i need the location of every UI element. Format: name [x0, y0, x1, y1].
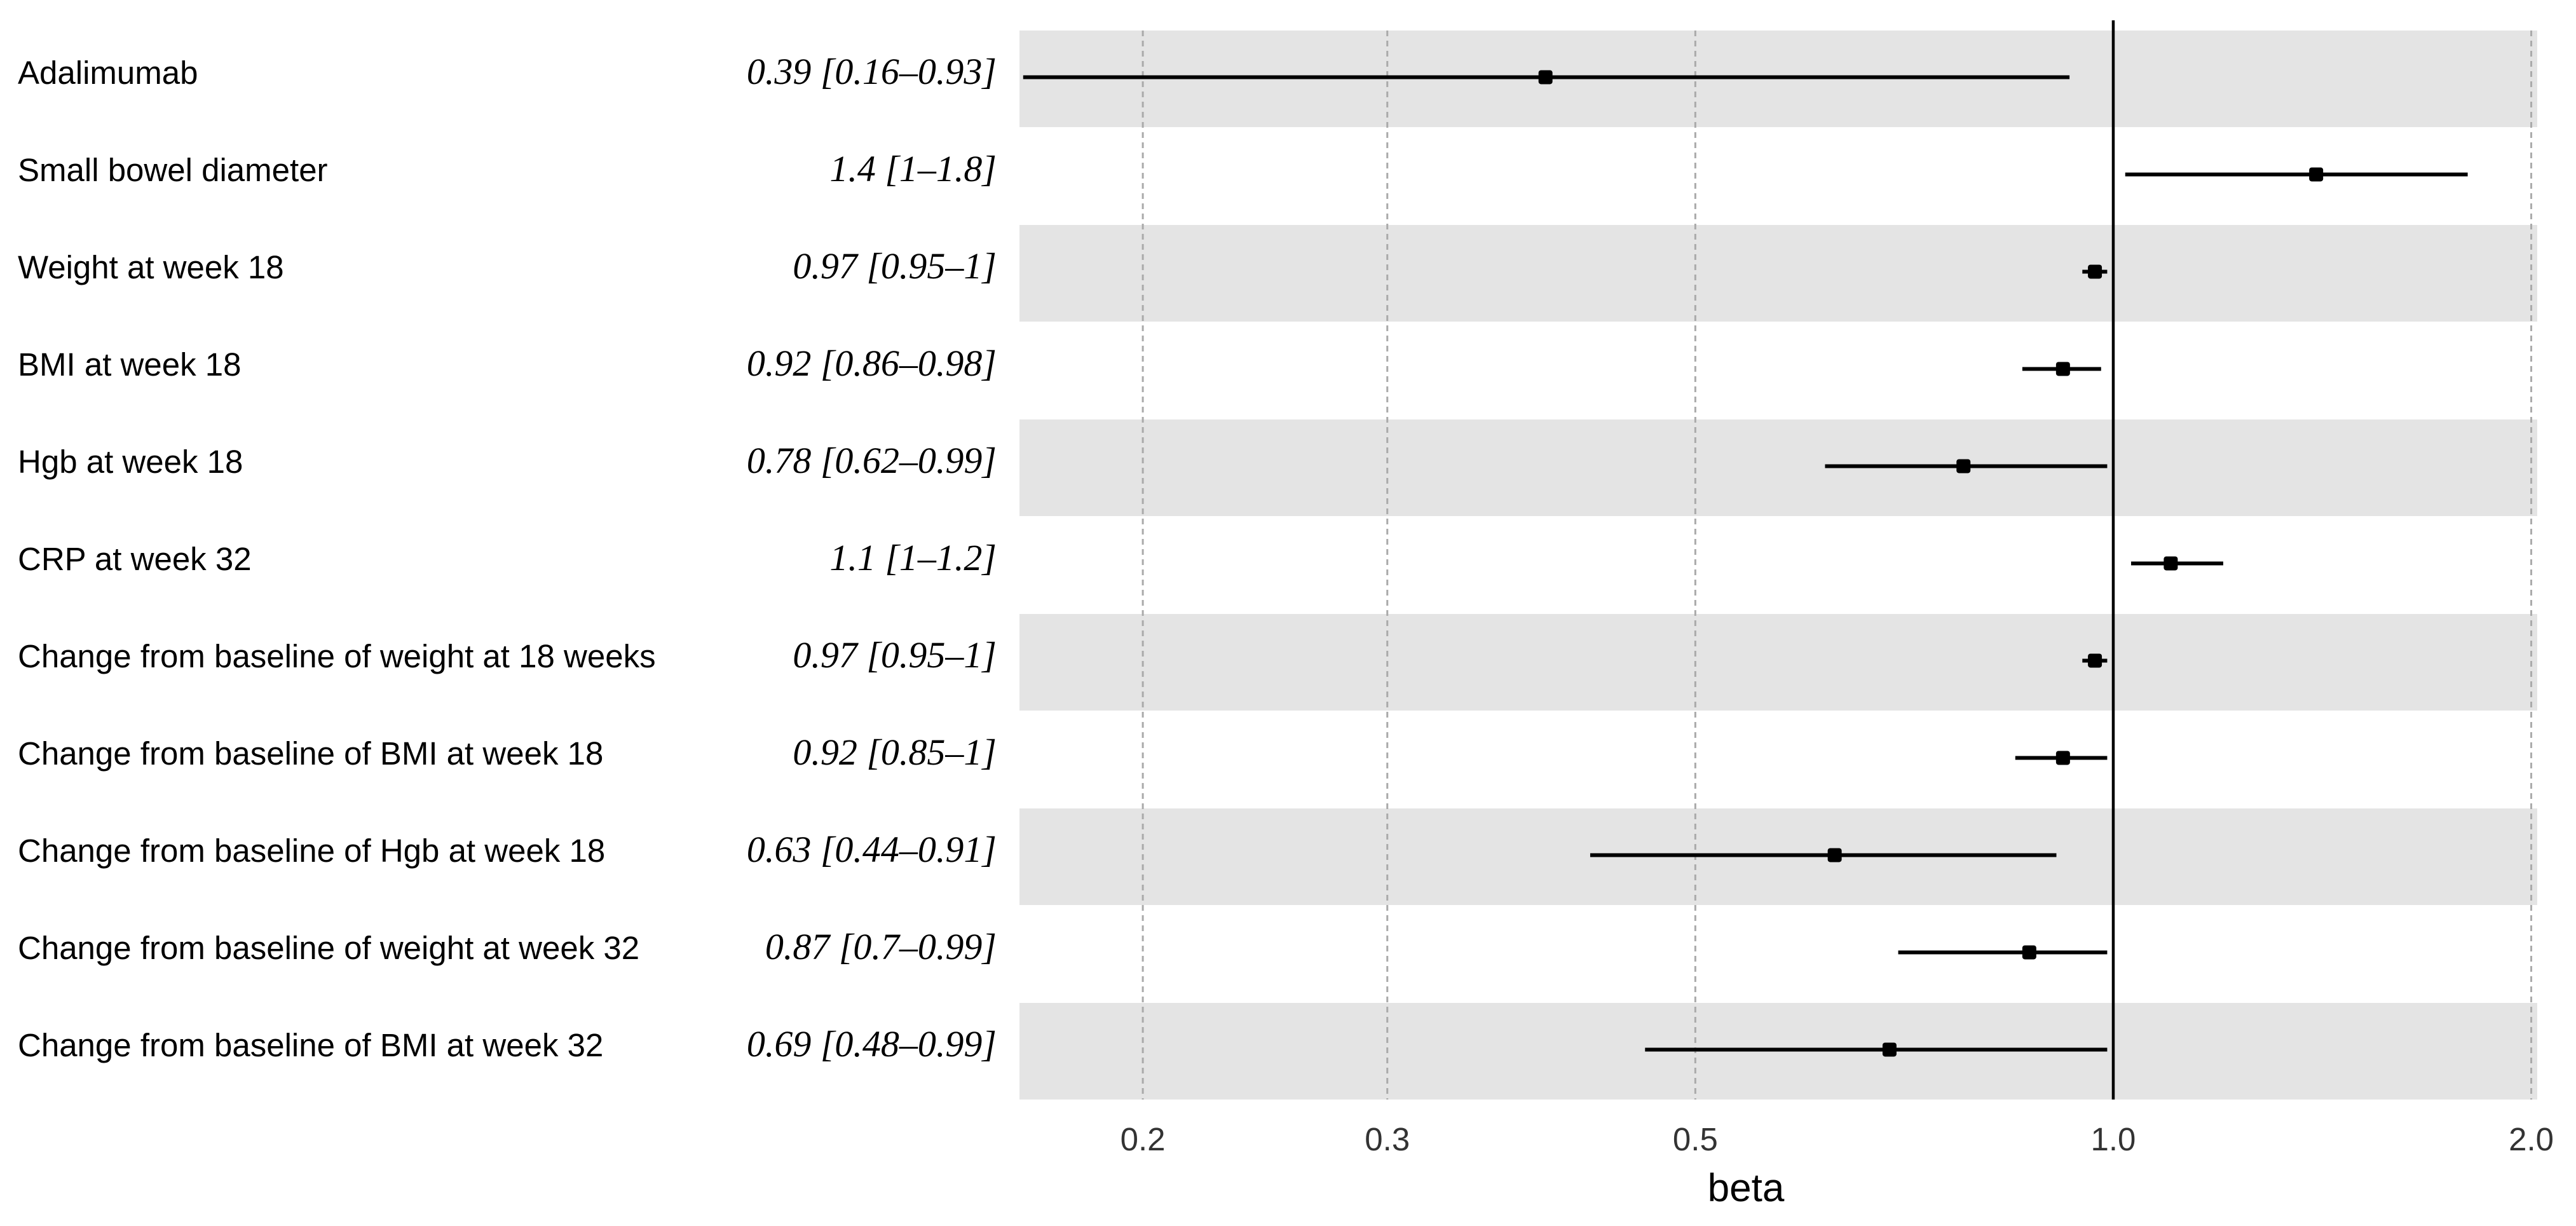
point-estimate — [2164, 556, 2178, 571]
estimate-labels: 0.39 [0.16–0.93] 1.4 [1–1.8] 0.97 [0.95–1]… — [747, 51, 997, 1065]
row-label: Change from baseline of weight at week 3… — [18, 930, 639, 966]
row-band — [1019, 419, 2537, 516]
x-tick-label: 0.3 — [1365, 1121, 1410, 1157]
point-estimate — [1827, 848, 1842, 862]
estimate-label: 0.39 [0.16–0.93] — [747, 51, 997, 92]
row-label: Change from baseline of Hgb at week 18 — [18, 833, 605, 869]
row-label: BMI at week 18 — [18, 346, 242, 383]
row-labels: Adalimumab Small bowel diameter Weight at … — [18, 55, 656, 1063]
row-label: Small bowel diameter — [18, 152, 328, 188]
row-label: Adalimumab — [18, 55, 198, 91]
x-axis-title: beta — [1708, 1166, 1785, 1210]
estimate-label: 0.92 [0.86–0.98] — [747, 343, 997, 384]
row-band — [1019, 225, 2537, 322]
x-tick-label: 2.0 — [2509, 1121, 2554, 1157]
vertical-gridlines — [1141, 31, 2533, 1100]
row-bands — [1019, 31, 2537, 1100]
point-estimate — [2055, 751, 2070, 765]
estimate-label: 0.69 [0.48–0.99] — [747, 1023, 997, 1065]
x-tick-label: 1.0 — [2091, 1121, 2136, 1157]
point-estimate — [2022, 945, 2036, 960]
row-label: Change from baseline of BMI at week 18 — [18, 735, 603, 772]
row-band — [1019, 614, 2537, 711]
estimate-label: 0.78 [0.62–0.99] — [747, 440, 997, 481]
point-estimate — [1538, 70, 1553, 85]
point-estimate — [1882, 1042, 1897, 1057]
estimate-label: 1.1 [1–1.2] — [829, 537, 997, 578]
row-label: Weight at week 18 — [18, 249, 284, 285]
x-tick-label: 0.2 — [1121, 1121, 1166, 1157]
point-estimate — [2055, 362, 2070, 376]
estimate-label: 0.97 [0.95–1] — [793, 245, 997, 287]
row-label: Hgb at week 18 — [18, 444, 243, 480]
point-estimate — [1956, 459, 1971, 473]
point-estimate — [2309, 167, 2324, 182]
estimate-label: 1.4 [1–1.8] — [829, 148, 997, 189]
point-estimate — [2088, 264, 2102, 279]
x-axis: beta 0.2 0.3 0.5 1.0 2.0 — [1121, 1121, 2554, 1210]
estimate-label: 0.92 [0.85–1] — [793, 732, 997, 773]
estimate-label: 0.87 [0.7–0.99] — [765, 926, 997, 967]
row-label: CRP at week 32 — [18, 541, 252, 577]
estimate-label: 0.63 [0.44–0.91] — [747, 829, 997, 870]
interval-marks — [1023, 70, 2468, 1057]
row-label: Change from baseline of BMI at week 32 — [18, 1027, 603, 1063]
x-tick-label: 0.5 — [1673, 1121, 1718, 1157]
estimate-label: 0.97 [0.95–1] — [793, 634, 997, 676]
point-estimate — [2088, 653, 2102, 668]
row-label: Change from baseline of weight at 18 wee… — [18, 638, 656, 674]
